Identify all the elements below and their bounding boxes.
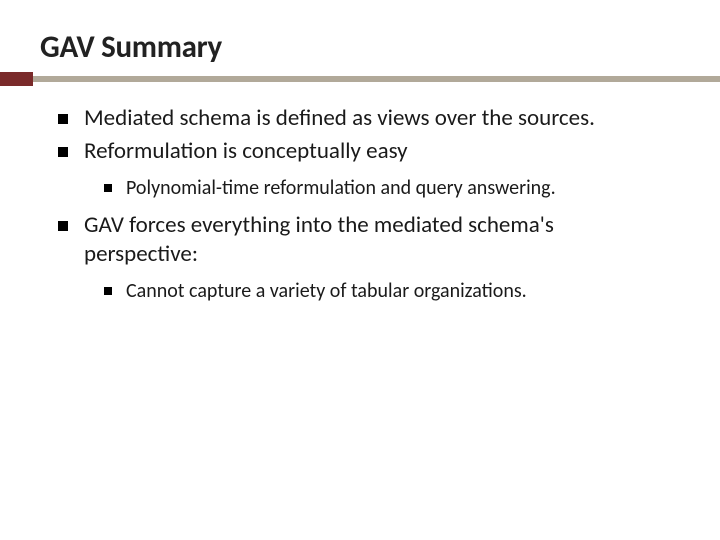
rule-bar xyxy=(0,76,720,82)
list-item: GAV forces everything into the mediated … xyxy=(58,211,670,304)
list-item: Mediated schema is defined as views over… xyxy=(58,104,670,133)
title-rule xyxy=(0,72,720,86)
title-area: GAV Summary xyxy=(0,0,720,66)
list-item: Cannot capture a variety of tabular orga… xyxy=(104,278,670,304)
content-area: Mediated schema is defined as views over… xyxy=(0,86,720,304)
list-item: Polynomial-time reformulation and query … xyxy=(104,175,670,201)
bullet-list: Mediated schema is defined as views over… xyxy=(58,104,670,304)
sub-bullet-list: Polynomial-time reformulation and query … xyxy=(104,175,670,201)
slide-title: GAV Summary xyxy=(40,28,720,66)
bullet-text: GAV forces everything into the mediated … xyxy=(84,211,554,268)
sub-bullet-list: Cannot capture a variety of tabular orga… xyxy=(104,278,670,304)
list-item: Reformulation is conceptually easy Polyn… xyxy=(58,137,670,200)
rule-accent-overlay xyxy=(0,76,33,82)
bullet-text: Polynomial-time reformulation and query … xyxy=(126,176,556,200)
bullet-text: Mediated schema is defined as views over… xyxy=(84,104,595,132)
bullet-text: Cannot capture a variety of tabular orga… xyxy=(126,279,527,303)
bullet-text: Reformulation is conceptually easy xyxy=(84,137,408,165)
